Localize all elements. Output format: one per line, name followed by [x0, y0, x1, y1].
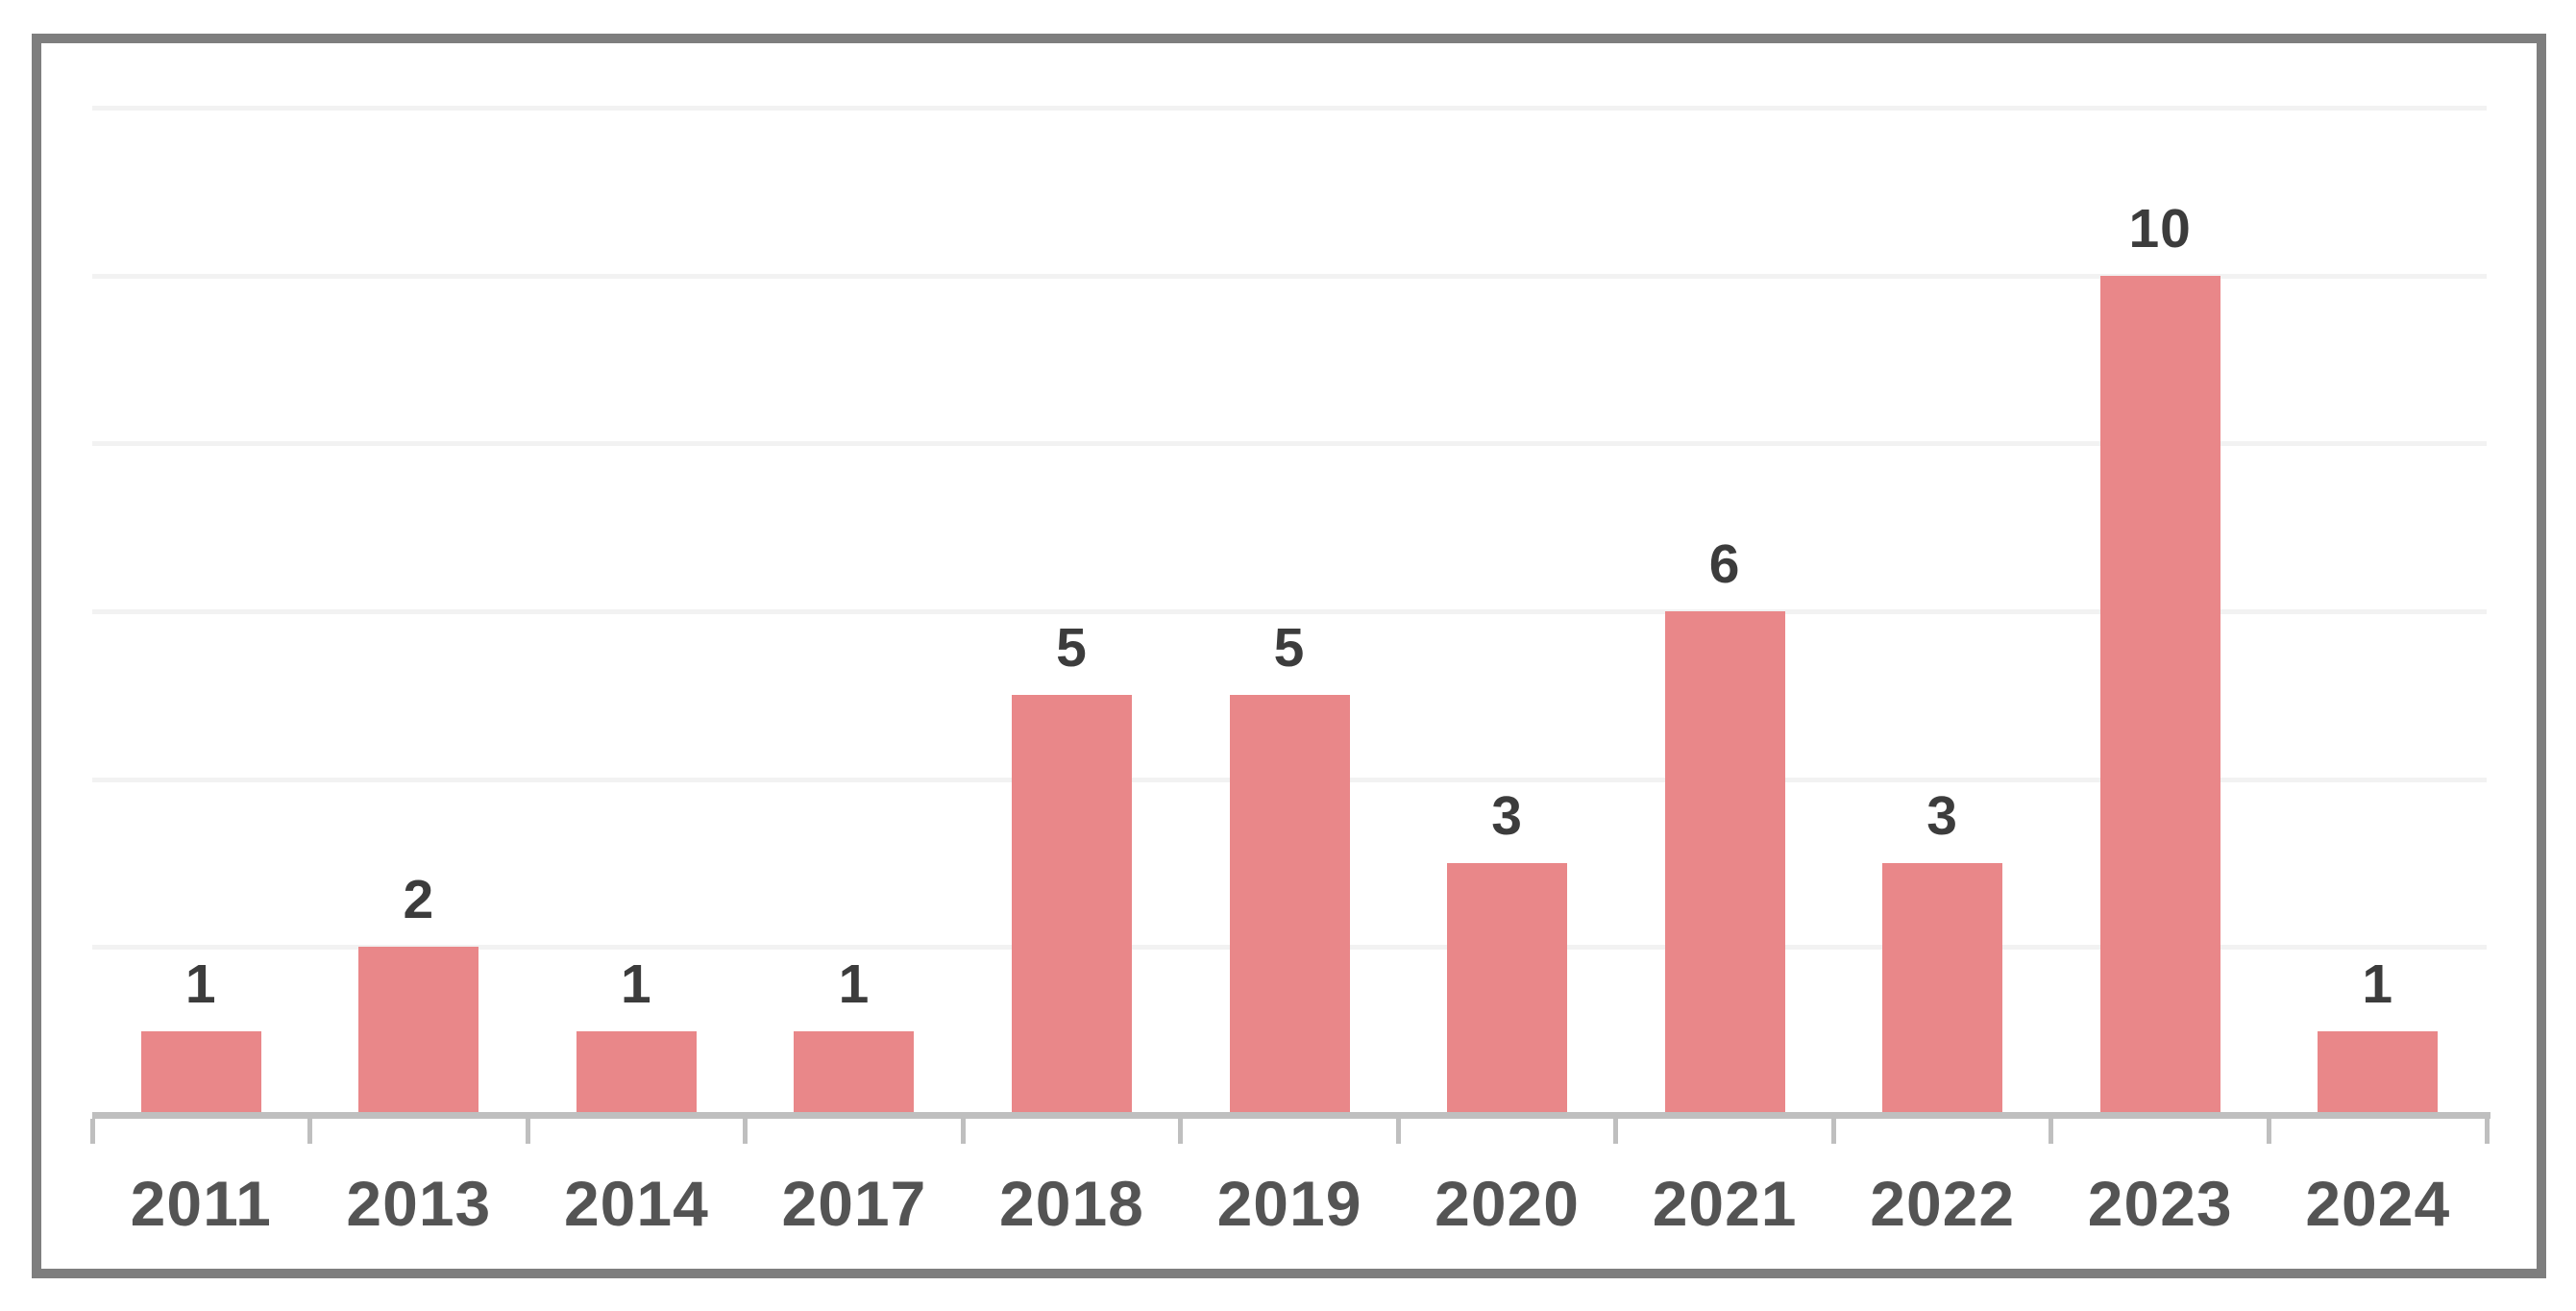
bar-2024 [2318, 1030, 2439, 1115]
bar-2022 [1882, 863, 2003, 1115]
bar-group-2018: 5 [963, 108, 1181, 1115]
data-label-2021: 6 [1708, 533, 1741, 595]
bar-group-2019: 5 [1181, 108, 1399, 1115]
plot-area: 1 2 1 1 5 5 3 6 3 10 1 [92, 108, 2487, 1115]
x-axis-label-2021: 2021 [1652, 1168, 1798, 1239]
bar-2011 [140, 1030, 261, 1115]
x-axis-tick-5 [1178, 1119, 1184, 1144]
bar-2020 [1447, 863, 1568, 1115]
gridline-y-8 [92, 441, 2487, 447]
bar-2021 [1664, 611, 1785, 1115]
x-axis-tick-0 [89, 1119, 95, 1144]
x-axis-tick-4 [960, 1119, 966, 1144]
data-label-2011: 1 [184, 952, 217, 1015]
data-label-2019: 5 [1273, 617, 1306, 680]
x-axis-tick-1 [307, 1119, 313, 1144]
bar-2018 [1011, 695, 1132, 1115]
bar-2014 [576, 1030, 697, 1115]
x-axis-label-2019: 2019 [1216, 1168, 1362, 1239]
bar-group-2020: 3 [1398, 108, 1616, 1115]
data-label-2024: 1 [2362, 952, 2394, 1015]
data-label-2017: 1 [838, 952, 871, 1015]
bar-group-2014: 1 [527, 108, 746, 1115]
x-axis-label-2023: 2023 [2087, 1168, 2233, 1239]
bar-group-2024: 1 [2269, 108, 2487, 1115]
x-axis-line [92, 1112, 2490, 1119]
x-axis-label-2022: 2022 [1870, 1168, 2016, 1239]
data-label-2013: 2 [403, 869, 435, 931]
data-label-2020: 3 [1491, 785, 1523, 847]
x-axis-label-2011: 2011 [130, 1168, 272, 1239]
x-axis-labels: 2011 2013 2014 2017 2018 2019 2020 2021 2022 2023… [92, 1159, 2487, 1248]
x-axis-label-2014: 2014 [563, 1168, 709, 1239]
x-axis-label-2018: 2018 [999, 1168, 1144, 1239]
bar-2023 [2099, 275, 2220, 1115]
bar-group-2022: 3 [1833, 108, 2051, 1115]
x-axis-tick-11 [2484, 1119, 2490, 1144]
gridline-y-6 [92, 609, 2487, 614]
bar-group-2021: 6 [1616, 108, 1834, 1115]
data-label-2018: 5 [1056, 617, 1088, 680]
data-label-2014: 1 [621, 952, 652, 1015]
gridline-y-10 [92, 273, 2487, 279]
x-axis-tick-9 [2049, 1119, 2054, 1144]
x-axis-label-2020: 2020 [1435, 1168, 1580, 1239]
x-axis-label-2024: 2024 [2305, 1168, 2451, 1239]
bar-2017 [794, 1030, 915, 1115]
data-label-2022: 3 [1926, 785, 1958, 847]
x-axis-tick-2 [525, 1119, 530, 1144]
x-axis-label-2013: 2013 [346, 1168, 492, 1239]
bar-group-2011: 1 [92, 108, 310, 1115]
bar-group-2023: 10 [2051, 108, 2269, 1115]
gridline-y-12 [92, 106, 2487, 111]
bar-2019 [1229, 695, 1350, 1115]
chart-frame-border: 1 2 1 1 5 5 3 6 3 10 1 2011 2013 2014 2017 2018 2019 202… [32, 34, 2546, 1278]
x-axis-tick-10 [2266, 1119, 2271, 1144]
x-axis-tick-3 [743, 1119, 748, 1144]
x-axis-label-2017: 2017 [781, 1168, 927, 1239]
bar-group-2017: 1 [746, 108, 964, 1115]
bar-group-2013: 2 [310, 108, 528, 1115]
bar-2013 [358, 947, 479, 1115]
x-axis-tick-7 [1613, 1119, 1619, 1144]
x-axis-tick-6 [1395, 1119, 1401, 1144]
data-label-2023: 10 [2128, 197, 2192, 260]
x-axis-tick-8 [1830, 1119, 1836, 1144]
